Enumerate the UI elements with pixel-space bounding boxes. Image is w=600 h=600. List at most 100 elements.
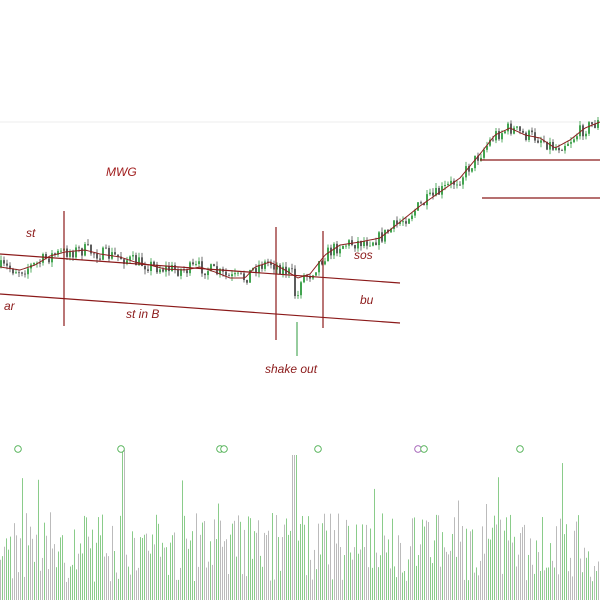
label-st-in-b: st in B [126,307,159,321]
candle-body [435,187,437,196]
volume-bar [362,524,363,600]
volume-bar [534,573,535,600]
volume-bar [398,535,399,600]
volume-bar [314,549,315,600]
candle-body [36,262,38,264]
volume-bar [112,525,113,600]
volume-bar [142,537,143,600]
volume-bar [238,515,239,600]
volume-bar [368,567,369,600]
candle-body [3,260,5,264]
volume-bar [366,524,367,600]
candle-body [492,139,494,141]
volume-bar [510,514,511,600]
volume-bar [570,557,571,600]
volume-bar [172,535,173,600]
candle-body [408,219,410,224]
candle-body [297,295,299,297]
candle-body [93,253,95,255]
volume-bar [188,548,189,600]
volume-bar [476,567,477,600]
volume-bar [284,524,285,600]
candle-body [570,142,572,144]
volume-bar [198,566,199,600]
candle-body [414,210,416,216]
volume-bar [586,557,587,600]
volume-bar [92,529,93,600]
volume-bar [416,565,417,600]
volume-bar [372,567,373,600]
volume-bar [394,566,395,600]
volume-bar [386,552,387,600]
candle-body [144,266,146,270]
volume-bar [504,530,505,600]
volume-bar [56,567,57,600]
volume-bar [52,548,53,600]
volume-bar [60,537,61,600]
volume-bar [538,552,539,600]
volume-bar [108,556,109,600]
volume-bar [496,524,497,600]
volume-bar [206,567,207,600]
volume-bar [392,518,393,600]
volume-bar [448,554,449,600]
volume-bar [502,573,503,600]
label-shake-out: shake out [265,362,318,376]
volume-bar [180,567,181,600]
volume-bar [282,537,283,600]
volume-bar [596,570,597,600]
candle-body [258,264,260,273]
volume-bar [138,567,139,600]
volume-bar [0,559,1,600]
volume-bar [526,580,527,600]
candle-body [423,203,425,206]
volume-bar [228,574,229,600]
candle-body [426,194,428,206]
volume-bar [18,572,19,600]
volume-bar [120,515,121,600]
volume-bar [390,568,391,600]
volume-bar [344,555,345,600]
volume-bar [322,523,323,600]
volume-bar [96,542,97,600]
volume-bar [244,529,245,600]
volume-bar [474,572,475,600]
volume-bar [540,570,541,600]
candle-body [237,272,239,274]
candle-body [537,140,539,143]
volume-bar [248,516,249,600]
volume-bar [182,480,183,600]
volume-bar [222,546,223,600]
volume-bar [326,530,327,600]
volume-bar [270,580,271,600]
volume-bar [404,570,405,600]
volume-bar [156,514,157,600]
volume-bar [318,523,319,600]
volume-bar [150,553,151,600]
volume-bar [192,531,193,600]
volume-bar [258,520,259,600]
volume-bar [210,541,211,600]
candle-body [210,264,212,272]
volume-bar [164,547,165,600]
volume-bar [466,528,467,600]
volume-bar [122,450,123,600]
candle-body [105,247,107,249]
candle-body [132,255,134,257]
volume-bar [100,535,101,600]
channel-upper-line [0,253,401,284]
candle-body [567,143,569,146]
volume-bar [562,463,563,600]
volume-bar [24,576,25,600]
volume-bar [566,524,567,600]
chart-title: MWG [106,165,137,179]
volume-bar [532,564,533,600]
volume-bar [118,578,119,600]
volume-bar [518,554,519,600]
volume-bar [144,534,145,600]
candle-body [558,147,560,151]
volume-bar [36,534,37,600]
candle-body [15,272,17,274]
volume-bar [274,579,275,600]
candle-body [405,221,407,224]
